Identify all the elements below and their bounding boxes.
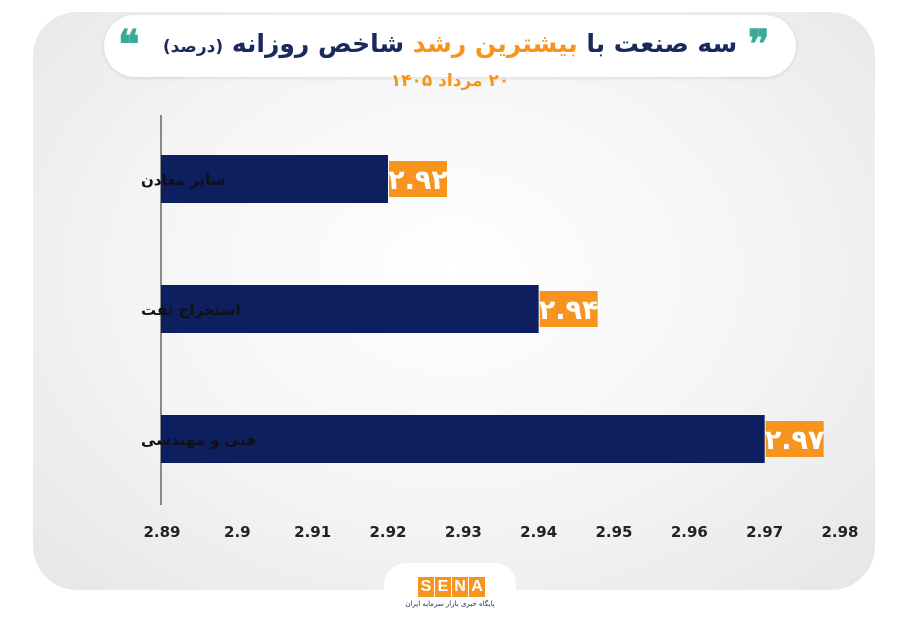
- value-label-bg: [539, 291, 598, 327]
- value-label: ۲.۹۴: [539, 295, 599, 326]
- title-part-1: سه صنعت با: [586, 29, 738, 58]
- quote-close-icon: ❝: [118, 21, 140, 68]
- x-tick-label: 2.98: [821, 523, 858, 541]
- x-tick-label: 2.96: [671, 523, 708, 541]
- x-tick-label: 2.91: [294, 523, 331, 541]
- x-axis-ticks: 2.89 2.9 2.91 2.92 2.93 2.94 2.95 2.96 2.97 2.98: [143, 523, 858, 541]
- bar: [161, 285, 539, 333]
- logo-letter-a: A: [469, 577, 485, 597]
- value-label: ۲.۹۲: [388, 165, 448, 196]
- title-part-2: شاخص روزانه: [231, 29, 405, 58]
- bar: [161, 415, 765, 463]
- title-unit-note: (درصد): [162, 37, 224, 57]
- value-label-bg: [765, 421, 824, 457]
- title-accent: بیشترین رشد: [412, 29, 578, 58]
- bars-layer: ۲.۹۲ سایر معادن ۲.۹۴ استخراج نفت ۲.۹۷ فنی و م…: [141, 155, 825, 463]
- category-label: فنی و مهندسی: [141, 431, 256, 449]
- x-tick-label: 2.92: [369, 523, 406, 541]
- value-label: ۲.۹۷: [765, 425, 825, 456]
- logo-letter-s: S: [418, 577, 434, 597]
- logo-letter-n: N: [452, 577, 468, 597]
- x-tick-label: 2.93: [445, 523, 482, 541]
- category-label: استخراج نفت: [141, 301, 241, 319]
- x-tick-label: 2.89: [143, 523, 180, 541]
- x-tick-label: 2.97: [746, 523, 783, 541]
- category-label: سایر معادن: [141, 171, 225, 189]
- logo-letter-e: E: [435, 577, 451, 597]
- x-tick-label: 2.9: [224, 523, 251, 541]
- chart-subtitle-date: ۲۰ مرداد ۱۴۰۵: [390, 71, 510, 91]
- x-tick-label: 2.94: [520, 523, 557, 541]
- value-label-bg: [389, 161, 447, 197]
- bar: [161, 155, 388, 203]
- x-tick-label: 2.95: [595, 523, 632, 541]
- logo-tagline: پایگاه خبری بازار سرمایه ایران: [405, 600, 495, 608]
- title-banner: [104, 15, 796, 77]
- chart-title: سه صنعت با بیشترین رشد شاخص روزانه (درصد…: [140, 27, 760, 61]
- quote-open-icon: ❞: [748, 21, 770, 68]
